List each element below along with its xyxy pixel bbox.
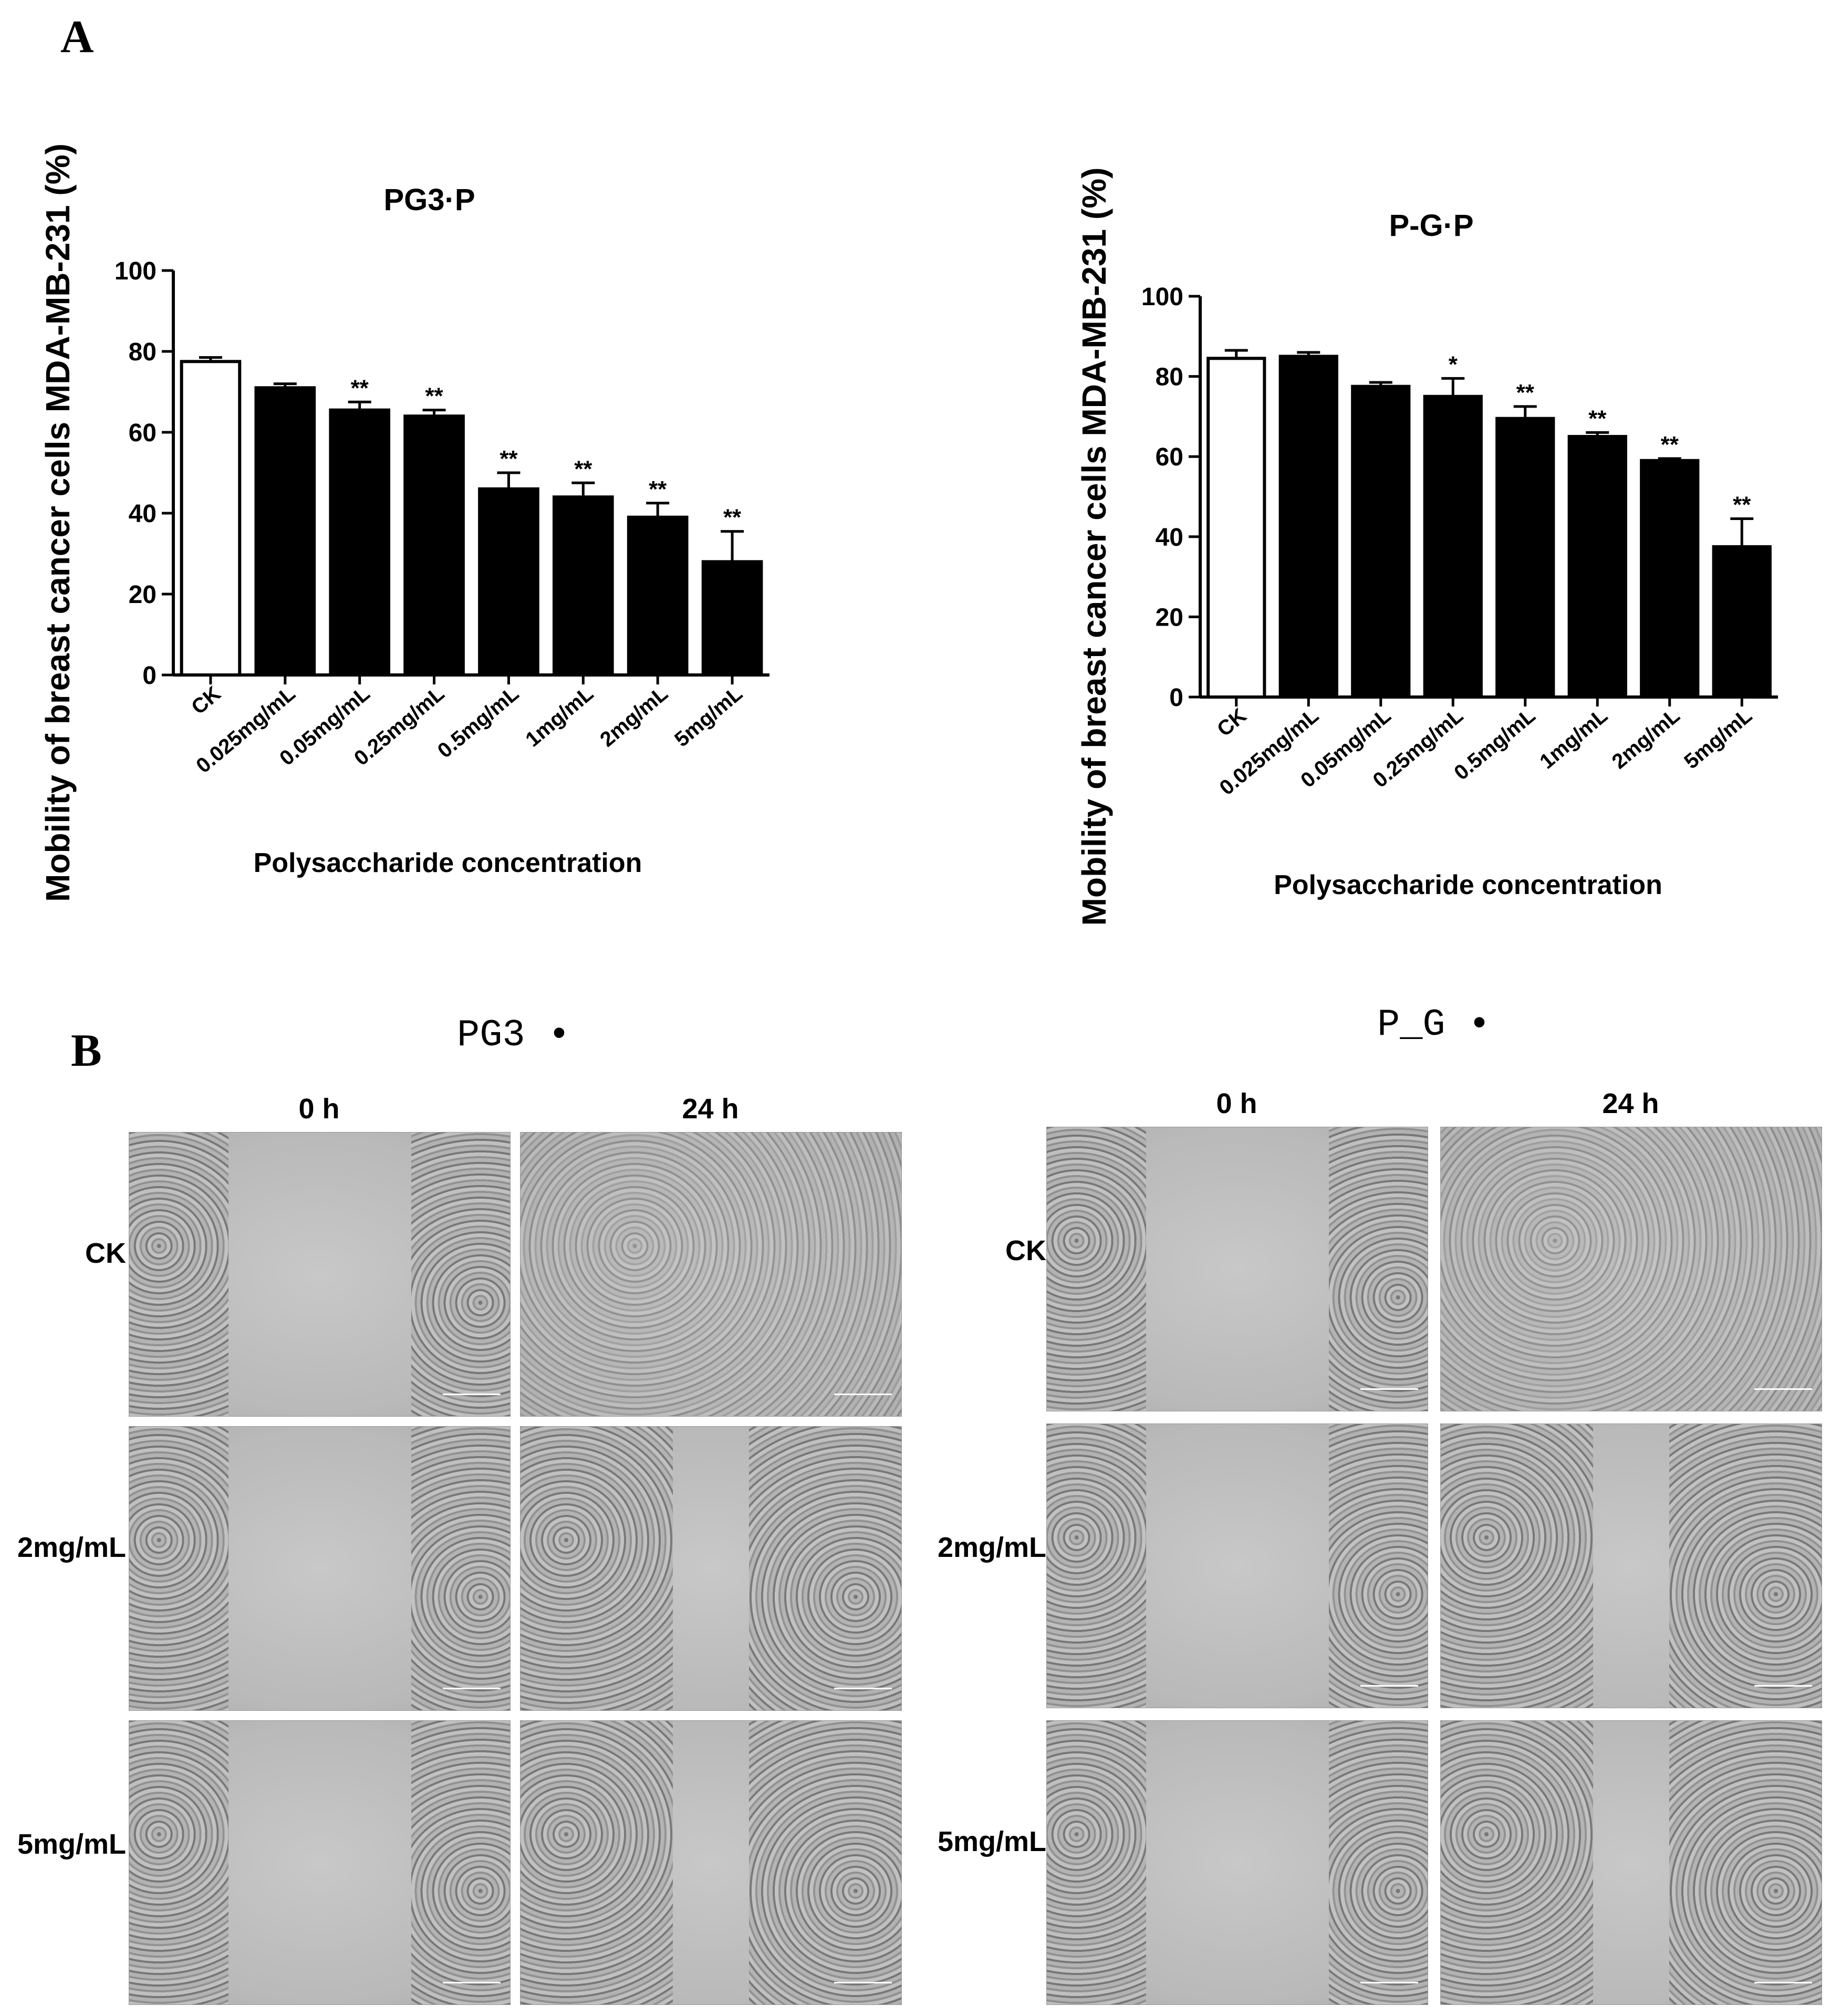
micrograph-5mg-24h: [1440, 1720, 1822, 2005]
column-header-24h: 24 h: [1602, 1088, 1659, 1119]
micrograph-ck-0h: [1046, 1127, 1428, 1411]
significance-marker: **: [1733, 492, 1751, 517]
category-label: 1mg/mL: [1535, 704, 1612, 773]
micrograph-2mg-24h: [520, 1426, 902, 1711]
column-header-0h: 0 h: [298, 1093, 340, 1125]
category-label: 1mg/mL: [521, 682, 598, 751]
micrograph-5mg-24h: [520, 1720, 902, 2005]
significance-marker: *: [1449, 351, 1458, 377]
significance-marker: **: [574, 456, 592, 482]
y-tick-label: 40: [129, 500, 157, 528]
y-tick-label: 100: [1141, 283, 1183, 311]
significance-marker: **: [1588, 406, 1607, 431]
y-tick-label: 60: [129, 419, 157, 447]
category-label: 2mg/mL: [596, 682, 672, 751]
micrograph-group-pgp: P_G • 0 h 24 h CK 2mg/mL 5mg/mL: [920, 998, 1841, 2016]
significance-marker: **: [425, 383, 443, 409]
significance-marker: **: [649, 476, 667, 502]
row-header-2mg: 2mg/mL: [17, 1532, 126, 1563]
bar-5: [552, 495, 614, 677]
row-header-ck: CK: [1005, 1235, 1046, 1266]
category-label: 0.5mg/mL: [1450, 704, 1540, 785]
bar-chart-pg3: Mobility of breast cancer cells MDA-MB-2…: [39, 143, 769, 902]
micrograph-group-title: P_G •: [1377, 1003, 1491, 1046]
category-label: 2mg/mL: [1608, 704, 1684, 773]
category-label: CK: [1213, 704, 1251, 741]
y-tick-label: 80: [1156, 363, 1183, 391]
bar-3: [1423, 394, 1483, 699]
bar-2: [329, 408, 391, 677]
bar-1: [254, 386, 316, 677]
panel-label-a: A: [60, 12, 94, 63]
x-axis-title: Polysaccharide concentration: [254, 848, 642, 878]
bar-0: [1206, 357, 1266, 699]
y-tick-label: 100: [115, 257, 157, 285]
bar-2: [1351, 385, 1411, 699]
micrograph-group-pg3: PG3 • 0 h 24 h CK 2mg/mL 5mg/mL: [0, 998, 920, 2016]
y-tick-label: 20: [129, 581, 157, 609]
y-axis-title: Mobility of breast cancer cells MDA-MB-2…: [1075, 168, 1113, 926]
significance-marker: **: [500, 446, 518, 472]
significance-marker: **: [1516, 380, 1535, 406]
micrograph-2mg-0h: [129, 1426, 511, 1711]
bar-0: [180, 360, 242, 677]
chart-title: PG3·P: [383, 183, 475, 217]
y-tick-label: 0: [1169, 684, 1183, 712]
bar-6: [627, 515, 689, 677]
bar-1: [1278, 355, 1338, 699]
column-header-0h: 0 h: [1216, 1088, 1257, 1119]
row-header-5mg: 5mg/mL: [17, 1828, 126, 1860]
micrograph-group-title: PG3 •: [457, 1014, 571, 1057]
x-axis-title: Polysaccharide concentration: [1274, 870, 1662, 900]
micrograph-ck-0h: [129, 1132, 511, 1417]
row-header-2mg: 2mg/mL: [937, 1532, 1046, 1563]
category-label: 5mg/mL: [670, 682, 747, 751]
bar-7: [1712, 545, 1772, 699]
y-tick-label: 20: [1156, 604, 1183, 631]
significance-marker: **: [723, 505, 742, 531]
bar-chart-pgp: Mobility of breast cancer cells MDA-MB-2…: [1075, 168, 1778, 926]
significance-marker: **: [351, 375, 369, 401]
category-label: 0.5mg/mL: [433, 682, 523, 763]
micrograph-2mg-24h: [1440, 1423, 1822, 1708]
row-header-ck: CK: [85, 1238, 126, 1269]
column-header-24h: 24 h: [682, 1093, 739, 1125]
bar-4: [1495, 417, 1555, 699]
category-label: 5mg/mL: [1680, 704, 1756, 773]
micrograph-ck-24h: [1440, 1127, 1822, 1411]
significance-marker: **: [1661, 432, 1679, 458]
row-header-5mg: 5mg/mL: [937, 1826, 1046, 1857]
y-tick-label: 0: [142, 662, 157, 690]
y-axis-title: Mobility of breast cancer cells MDA-MB-2…: [39, 143, 77, 902]
panel-label-b: B: [71, 1025, 102, 1076]
bar-5: [1567, 435, 1627, 699]
micrograph-ck-24h: [520, 1132, 902, 1417]
micrograph-5mg-0h: [1046, 1720, 1428, 2005]
chart-title: P-G·P: [1389, 209, 1473, 243]
bar-6: [1640, 459, 1700, 699]
y-tick-label: 40: [1156, 524, 1183, 552]
bar-7: [701, 560, 763, 677]
y-tick-label: 80: [129, 338, 157, 366]
bar-4: [478, 487, 539, 677]
category-label: CK: [187, 682, 225, 719]
micrograph-5mg-0h: [129, 1720, 511, 2005]
y-tick-label: 60: [1156, 443, 1183, 471]
bar-3: [403, 414, 465, 677]
micrograph-2mg-0h: [1046, 1423, 1428, 1708]
